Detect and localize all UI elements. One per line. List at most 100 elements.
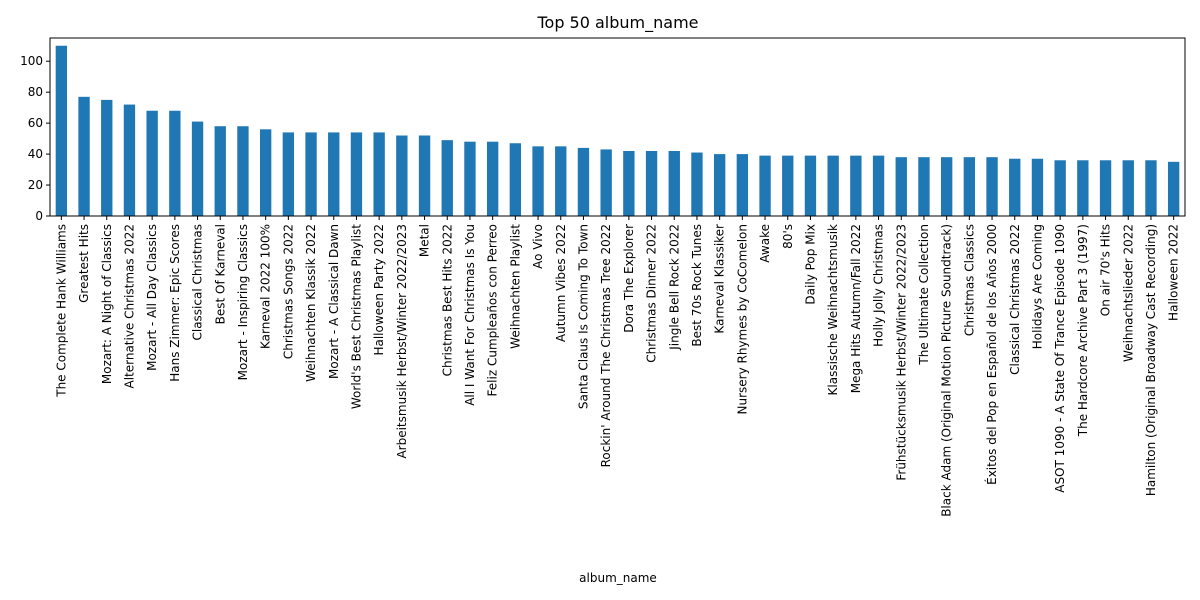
x-tick-label: Jingle Bell Rock 2022 bbox=[667, 224, 681, 351]
y-tick-label: 100 bbox=[20, 54, 43, 68]
bar bbox=[509, 143, 522, 216]
y-tick-label: 40 bbox=[28, 147, 43, 161]
bar bbox=[850, 155, 862, 216]
x-tick-label: Best Of Karneval bbox=[213, 224, 227, 324]
bar bbox=[532, 146, 544, 216]
x-tick-label: Santa Claus Is Coming To Town bbox=[576, 224, 590, 409]
x-tick-label: Greatest Hits bbox=[77, 224, 91, 303]
x-tick-label: Karneval 2022 100% bbox=[259, 224, 273, 349]
bar bbox=[1099, 160, 1112, 216]
x-tick-label: Klassische Weihnachtsmusik bbox=[826, 224, 840, 396]
bar bbox=[55, 45, 68, 216]
x-tick-label: Holly Jolly Christmas bbox=[872, 224, 886, 347]
x-tick-label: Karneval Klassiker bbox=[713, 224, 727, 334]
bar bbox=[600, 149, 612, 216]
bar bbox=[895, 157, 907, 216]
x-tick-label: Mozart - All Day Classics bbox=[145, 224, 159, 371]
x-tick-label: Black Adam (Original Motion Picture Soun… bbox=[940, 224, 954, 517]
x-tick-label: The Ultimate Collection bbox=[917, 224, 931, 366]
x-tick-label: Mozart: A Night of Classics bbox=[100, 224, 114, 384]
x-tick-label: Feliz Cumpleaños con Perreo bbox=[486, 224, 500, 396]
bar bbox=[169, 110, 181, 216]
x-tick-label: Nursery Rhymes by CoComelon bbox=[735, 224, 749, 415]
bar bbox=[350, 132, 363, 216]
bar bbox=[623, 150, 635, 216]
bar bbox=[486, 141, 499, 216]
bar bbox=[963, 157, 976, 216]
bar bbox=[1122, 160, 1134, 216]
bar bbox=[1167, 161, 1180, 216]
bar bbox=[373, 132, 385, 216]
x-tick-label: Christmas Best Hits 2022 bbox=[440, 224, 454, 376]
x-tick-label: Hans Zimmer: Epic Scores bbox=[168, 224, 182, 382]
bar bbox=[396, 135, 408, 216]
bar bbox=[146, 110, 158, 216]
x-tick-label: Classical Christmas 2022 bbox=[1008, 224, 1022, 375]
x-tick-label: Ao Vivo bbox=[531, 224, 545, 269]
bar bbox=[191, 121, 204, 216]
x-tick-label: Metal bbox=[418, 224, 432, 257]
x-tick-label: Rockin' Around The Christmas Tree 2022 bbox=[599, 224, 613, 467]
bar bbox=[986, 157, 998, 216]
x-axis-label: album_name bbox=[579, 571, 657, 585]
bars-group bbox=[55, 45, 1180, 216]
bar bbox=[282, 132, 295, 216]
bar bbox=[691, 152, 703, 216]
y-tick-label: 0 bbox=[35, 209, 43, 223]
x-tick-label: The Hardcore Archive Part 3 (1997) bbox=[1076, 224, 1090, 437]
bar bbox=[940, 157, 953, 216]
x-tick-label: Mozart - Inspiring Classics bbox=[236, 224, 250, 380]
bar bbox=[713, 154, 726, 216]
bar bbox=[305, 132, 317, 216]
y-tick-label: 60 bbox=[28, 116, 43, 130]
bar bbox=[464, 141, 476, 216]
bar bbox=[418, 135, 431, 216]
x-tick-label: Weihnachtslieder 2022 bbox=[1121, 224, 1135, 362]
x-tick-label: Dora The Explorer bbox=[622, 224, 636, 333]
x-tick-label: Mozart - A Classical Dawn bbox=[327, 224, 341, 379]
x-tick-label: Arbeitsmusik Herbst/Winter 2022/2023 bbox=[395, 224, 409, 459]
bar bbox=[555, 146, 567, 216]
x-tick-label: Daily Pop Mix bbox=[803, 224, 817, 305]
x-tick-label: Halloween Party 2022 bbox=[372, 224, 386, 356]
bar bbox=[668, 150, 680, 216]
x-tick-label: Holidays Are Coming bbox=[1030, 224, 1044, 349]
bar bbox=[736, 154, 749, 216]
bar bbox=[1054, 160, 1066, 216]
x-tick-label: Mega Hits Autumn/Fall 2022 bbox=[849, 224, 863, 393]
y-tick-label: 80 bbox=[28, 85, 43, 99]
bar bbox=[328, 132, 340, 216]
x-axis: The Complete Hank Williams Greatest Hits M… bbox=[54, 216, 1181, 517]
x-tick-label: Alternative Christmas 2022 bbox=[122, 224, 136, 389]
y-tick-label: 20 bbox=[28, 178, 43, 192]
x-tick-label: 80's bbox=[781, 224, 795, 249]
axes-frame bbox=[49, 37, 1186, 217]
bar bbox=[577, 147, 590, 216]
x-tick-label: Weihnachten Klassik 2022 bbox=[304, 224, 318, 382]
bar bbox=[237, 126, 249, 216]
bar bbox=[759, 155, 771, 216]
bar bbox=[78, 96, 90, 216]
chart-title: Top 50 album_name bbox=[536, 13, 698, 33]
bar bbox=[782, 155, 794, 216]
plot-frame bbox=[49, 37, 1186, 217]
bar bbox=[101, 99, 113, 216]
x-tick-label: Hamilton (Original Broadway Cast Recordi… bbox=[1144, 224, 1158, 496]
bar bbox=[918, 157, 930, 216]
bar bbox=[123, 104, 136, 216]
bar bbox=[872, 155, 885, 216]
bar bbox=[1145, 160, 1157, 216]
x-tick-label: Awake bbox=[758, 224, 772, 263]
x-tick-label: Frühstücksmusik Herbst/Winter 2022/2023 bbox=[894, 224, 908, 481]
x-tick-label: Classical Christmas bbox=[191, 224, 205, 341]
x-tick-label: Best 70s Rock Tunes bbox=[690, 224, 704, 347]
bar bbox=[1077, 160, 1089, 216]
y-axis: 0 20 40 60 80 100 bbox=[20, 54, 50, 223]
x-tick-label: ASOT 1090 - A State Of Trance Episode 10… bbox=[1053, 224, 1067, 493]
bar bbox=[645, 150, 658, 216]
x-tick-label: Christmas Classics bbox=[962, 224, 976, 336]
x-tick-label: Christmas Songs 2022 bbox=[281, 224, 295, 359]
x-tick-label: Weihnachten Playlist bbox=[508, 224, 522, 349]
x-tick-label: Halloween 2022 bbox=[1167, 224, 1181, 321]
